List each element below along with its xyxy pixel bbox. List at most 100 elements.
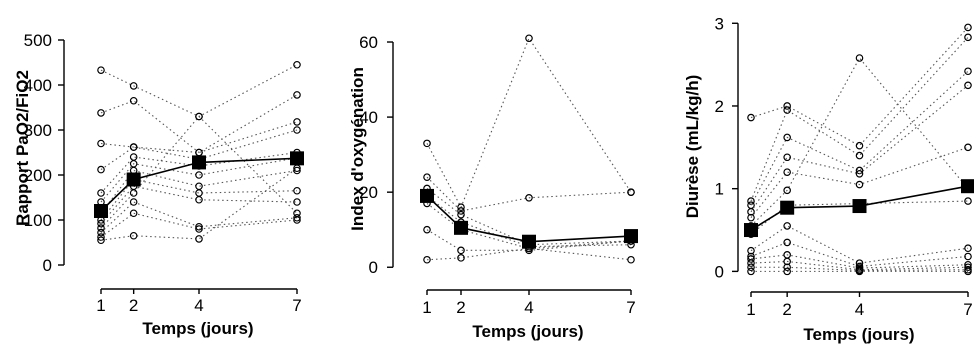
x-axis-title: Temps (jours)	[142, 319, 253, 338]
mean-point	[780, 200, 795, 215]
mean-line	[426, 195, 632, 243]
patient-point	[964, 197, 972, 205]
patient-point	[783, 267, 791, 276]
patient-point	[964, 252, 972, 261]
patient-point	[195, 112, 203, 121]
mean-point	[94, 204, 108, 218]
patient-point	[457, 210, 465, 219]
patient-point	[97, 236, 105, 245]
patient-point	[293, 216, 301, 224]
chart-panel-3: 0 1 2 3 1 2 4 7 Temps (jours) Diurèse (mL/kg/h)	[683, 14, 974, 344]
y-tick-label: 1	[715, 180, 724, 199]
patient-line	[426, 37, 632, 209]
x-tick-label: 4	[194, 296, 203, 315]
y-axis-title: Index d'oxygénation	[348, 67, 367, 231]
patient-point	[964, 67, 972, 76]
patient-point	[195, 235, 203, 243]
patient-point	[97, 66, 105, 74]
patient-point	[747, 263, 755, 272]
patient-point	[783, 257, 791, 266]
patient-point	[627, 255, 635, 264]
patient-line	[100, 151, 298, 194]
patient-point	[423, 139, 431, 148]
patient-point	[457, 246, 465, 255]
patient-point	[97, 233, 105, 241]
patient-point	[97, 228, 105, 237]
x-tick-label: 7	[626, 298, 635, 317]
x-tick-label: 2	[129, 296, 138, 315]
patient-line	[750, 225, 969, 264]
x-tick-label: 7	[963, 300, 972, 319]
patient-point	[97, 219, 105, 228]
patient-point	[747, 208, 755, 216]
patient-point	[964, 143, 972, 152]
mean-point	[454, 220, 468, 235]
patient-point	[129, 82, 138, 90]
y-tick-label: 2	[715, 97, 724, 116]
patient-point	[195, 195, 203, 204]
patient-point	[293, 60, 301, 69]
x-tick-label: 1	[422, 298, 431, 317]
patient-point	[747, 113, 755, 122]
patient-line	[750, 84, 969, 213]
y-tick-label: 300	[24, 121, 52, 140]
x-tick-label: 2	[782, 300, 791, 319]
patient-point	[783, 102, 791, 110]
patient-line	[750, 27, 969, 147]
patient-point	[783, 263, 791, 272]
patient-point	[855, 151, 864, 160]
patient-point	[195, 171, 203, 179]
patient-point	[129, 143, 138, 151]
patient-point	[293, 126, 301, 134]
patient-point	[97, 224, 105, 232]
patient-point	[525, 34, 533, 43]
patient-point	[423, 225, 431, 234]
patient-point	[747, 267, 755, 276]
patient-point	[627, 188, 635, 196]
patient-line	[426, 229, 632, 251]
patient-point	[457, 254, 465, 262]
patient-point	[97, 109, 105, 117]
patient-point	[964, 81, 972, 90]
patient-point	[783, 238, 791, 247]
mean-point	[126, 172, 141, 187]
patient-point	[97, 165, 105, 174]
y-tick-label: 40	[359, 108, 378, 127]
patient-point	[525, 194, 533, 202]
patient-point	[783, 222, 791, 230]
patient-line	[750, 146, 969, 218]
y-axis-title: Diurèse (mL/kg/h)	[683, 75, 702, 219]
patient-point	[97, 189, 105, 197]
x-tick-label: 1	[746, 300, 755, 319]
patient-line	[100, 212, 298, 238]
patient-line	[750, 70, 969, 206]
patient-line	[100, 121, 298, 154]
patient-point	[855, 169, 864, 178]
patient-point	[747, 213, 755, 222]
patient-point	[293, 213, 301, 222]
patient-point	[293, 198, 301, 206]
mean-point	[290, 151, 304, 166]
patient-point	[747, 246, 755, 255]
patient-point	[783, 186, 791, 195]
patient-point	[783, 153, 791, 162]
patient-point	[964, 263, 972, 272]
patient-point	[129, 96, 138, 105]
patient-point	[855, 141, 864, 150]
y-tick-label: 20	[359, 183, 378, 202]
patient-point	[964, 23, 972, 32]
patient-point	[423, 255, 431, 264]
patient-line	[100, 129, 298, 171]
patient-line	[750, 260, 969, 271]
y-tick-label: 3	[715, 14, 724, 33]
mean-point	[961, 179, 974, 194]
mean-line	[750, 185, 969, 231]
y-tick-label: 400	[24, 76, 52, 95]
patient-point	[129, 209, 138, 218]
patient-line	[100, 115, 298, 229]
x-tick-label: 4	[524, 298, 533, 317]
patient-line	[750, 57, 969, 227]
y-tick-label: 0	[369, 258, 378, 277]
patient-point	[195, 222, 203, 231]
mean-point	[192, 155, 206, 170]
